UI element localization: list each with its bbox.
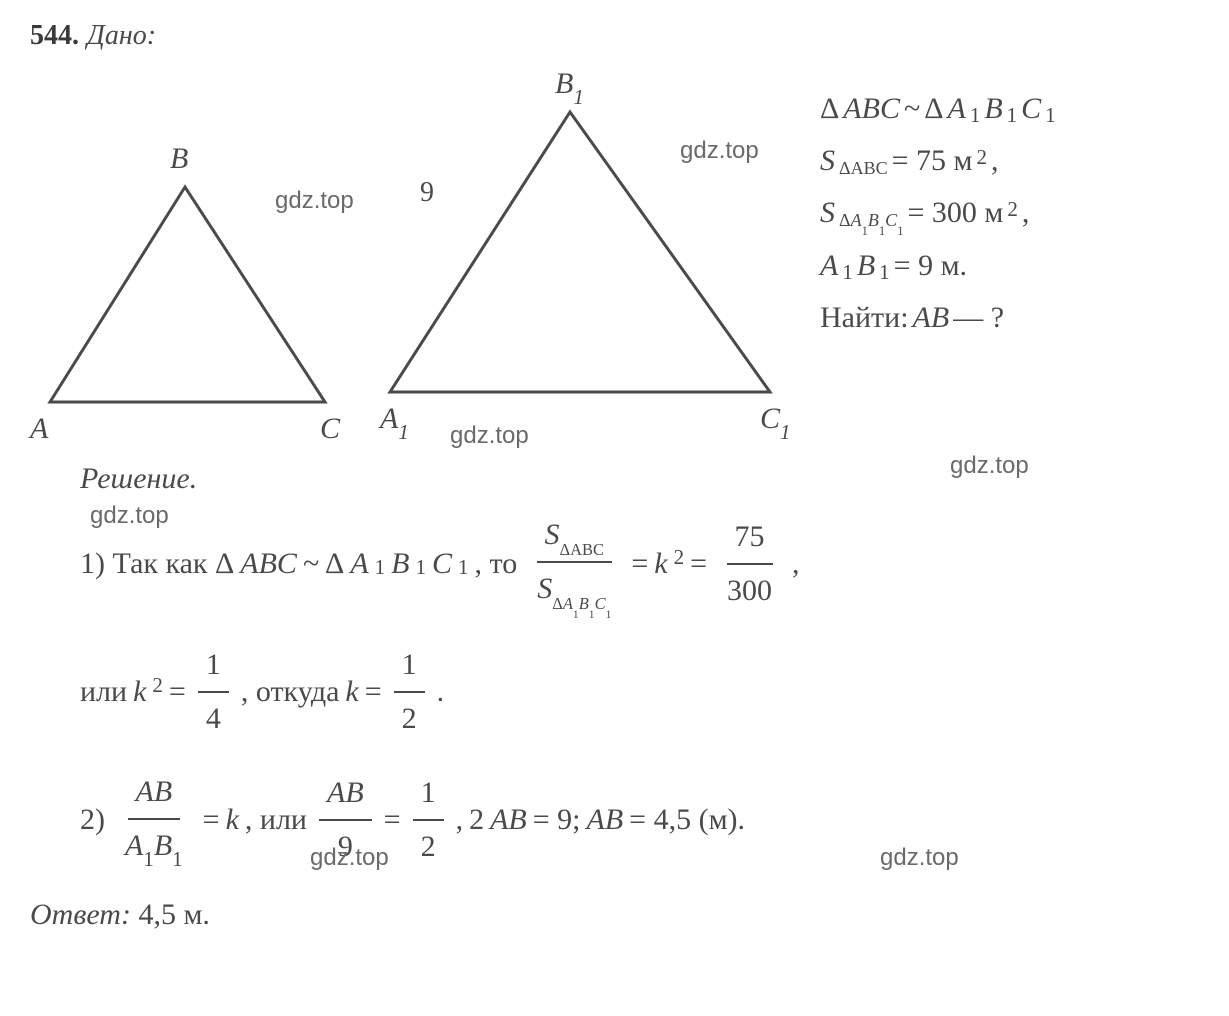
watermark-7: gdz.top (880, 839, 959, 877)
solution-section: gdz.top gdz.top Решение. gdz.top 1) Так … (30, 462, 1199, 932)
fraction-1-2b: 1 2 (413, 769, 444, 871)
watermark-3: gdz.top (450, 422, 529, 450)
main-content: B A C gdz.top B1 A1 C1 9 gdz.top ΔABC ~ … (30, 72, 1199, 422)
given-line-3: SΔA1B1C1 = 300 м2, (820, 196, 1056, 231)
vertex-c1: C1 (760, 402, 791, 441)
vertex-a: A (30, 412, 48, 446)
step-2: 2) AB A1B1 = k, или AB 9 = 1 2 , 2AB = 9… (80, 768, 1199, 873)
given-label: Дано: (87, 20, 156, 52)
problem-number: 544. (30, 20, 79, 52)
given-line-4: A1B1 = 9 м. (820, 249, 1056, 283)
problem-header: 544. Дано: (30, 20, 1199, 52)
fraction-s-ratio: SΔABC SΔA1B1C1 (529, 511, 619, 616)
step-1: 1) Так как ΔABC ~ ΔA1B1C1, то SΔABC SΔA1… (80, 511, 1199, 616)
diagrams-section: B A C gdz.top B1 A1 C1 9 gdz.top (30, 72, 790, 422)
vertex-a1: A1 (380, 402, 409, 441)
step-1b: или k2 = 1 4 , откуда k = 1 2 . (80, 641, 1199, 743)
vertex-b: B (170, 142, 188, 176)
solution-label: Решение. (80, 462, 1199, 496)
triangle-large-svg (370, 82, 790, 422)
triangle-large: B1 A1 C1 9 gdz.top (370, 82, 790, 422)
vertex-b1: B1 (555, 67, 584, 106)
given-line-1: ΔABC ~ ΔA1B1C1 (820, 92, 1056, 126)
answer-label: Ответ: (30, 898, 131, 931)
given-line-5: Найти: AB — ? (820, 301, 1056, 335)
edge-label-9: 9 (420, 177, 434, 209)
vertex-c: C (320, 412, 340, 446)
fraction-ab-a1b1: AB A1B1 (117, 768, 191, 873)
triangle-small: B A C gdz.top (30, 132, 340, 422)
fraction-1-4: 1 4 (198, 641, 229, 743)
fraction-75-300: 75 300 (719, 513, 780, 615)
answer-section: Ответ: 4,5 м. (30, 898, 1199, 932)
given-equations: ΔABC ~ ΔA1B1C1 SΔABC = 75 м2, SΔA1B1C1 =… (820, 72, 1056, 422)
fraction-1-2: 1 2 (394, 641, 425, 743)
given-line-2: SΔABC = 75 м2, (820, 144, 1056, 178)
fraction-ab-9: AB 9 (319, 769, 372, 871)
answer-value: 4,5 м. (131, 898, 210, 931)
